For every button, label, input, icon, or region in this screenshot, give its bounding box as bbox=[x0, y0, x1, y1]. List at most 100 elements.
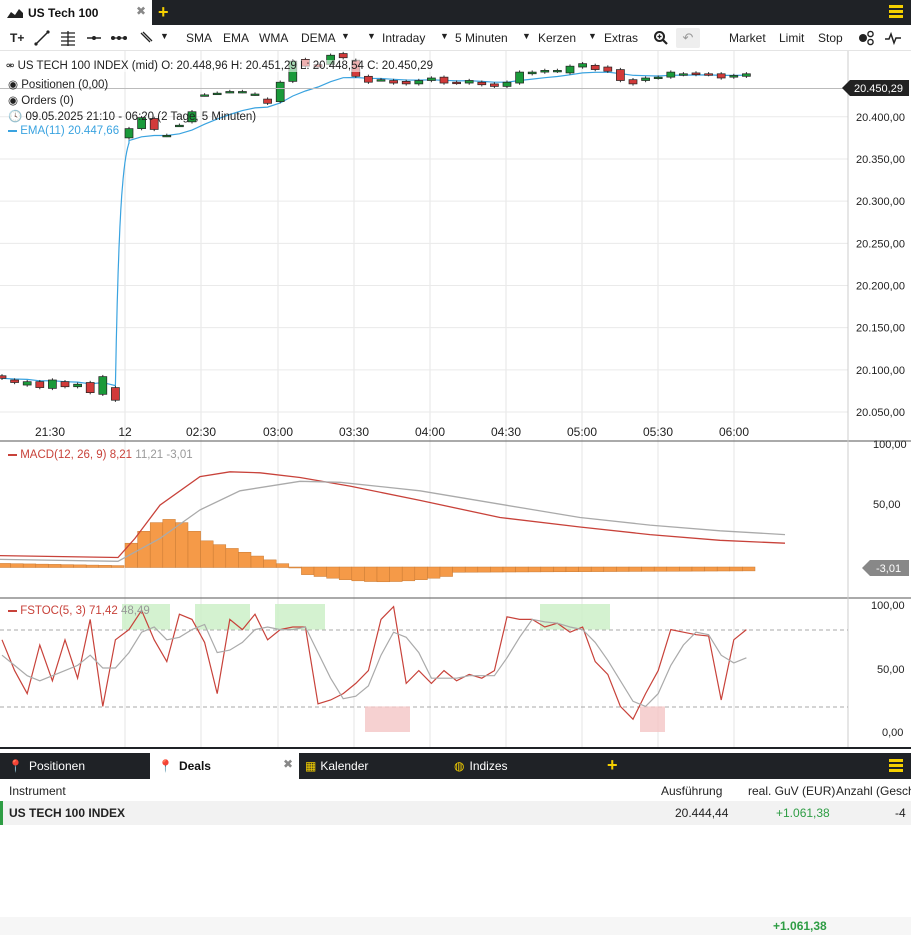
brush-tool-icon[interactable] bbox=[138, 30, 154, 46]
macd-bar bbox=[464, 566, 479, 573]
calendar-icon: ▦ bbox=[305, 759, 317, 773]
chevron-down-icon[interactable]: ▼ bbox=[588, 31, 597, 41]
add-tab-icon[interactable]: + bbox=[607, 755, 618, 775]
macd-bar bbox=[250, 555, 264, 568]
orders-toggle[interactable]: ◉ Orders (0) bbox=[8, 93, 74, 107]
period-type-select[interactable]: Intraday bbox=[382, 31, 426, 45]
macd-bar bbox=[490, 566, 504, 573]
price-axis-label: 20.150,00 bbox=[856, 323, 905, 335]
fib-tool-icon[interactable] bbox=[60, 30, 76, 46]
candle-body bbox=[691, 72, 701, 75]
candle-body bbox=[124, 128, 134, 139]
low-value: L: 20.448,54 bbox=[299, 60, 364, 72]
candle-body bbox=[616, 69, 625, 81]
add-tab-icon[interactable]: + bbox=[158, 2, 169, 22]
time-axis-label: 06:00 bbox=[719, 425, 749, 439]
text-tool-icon[interactable]: T+ bbox=[10, 31, 25, 45]
dots-tool-icon[interactable] bbox=[110, 30, 128, 46]
candle-body bbox=[452, 81, 461, 85]
tab-deals-label: Deals bbox=[178, 759, 211, 773]
macd-bar bbox=[60, 564, 74, 568]
candle-body bbox=[540, 70, 550, 73]
chart-area[interactable]: 20.450,29 20.400,00 20.350,00 20.300,00 20.… bbox=[0, 51, 911, 749]
row-ausfuehrung: 20.444,44 bbox=[675, 806, 729, 820]
tab-positionen[interactable]: 📍 Positionen bbox=[8, 753, 85, 779]
positions-toggle[interactable]: ◉ Positionen (0,00) bbox=[8, 77, 108, 91]
line-tool-icon[interactable] bbox=[34, 30, 50, 46]
macd-bar bbox=[414, 566, 428, 580]
candle-body bbox=[111, 387, 120, 401]
tab-indizes[interactable]: ◍ Indizes bbox=[454, 753, 508, 779]
table-row[interactable]: US TECH 100 INDEX 20.444,44 +1.061,38 -4 bbox=[0, 801, 911, 825]
col-anzahl[interactable]: Anzahl (Geschlossen) bbox=[836, 784, 911, 798]
fstoc-value-2: 48,49 bbox=[121, 605, 150, 617]
chevron-down-icon[interactable]: ▼ bbox=[440, 31, 449, 41]
candle-body bbox=[515, 71, 524, 84]
candle-body bbox=[275, 81, 285, 102]
macd-axis-100: 100,00 bbox=[873, 439, 907, 451]
indicator-wma-button[interactable]: WMA bbox=[259, 31, 289, 45]
col-instrument[interactable]: Instrument bbox=[9, 784, 66, 798]
tab-positionen-label: Positionen bbox=[28, 759, 85, 773]
indicator-ema-button[interactable]: EMA bbox=[223, 31, 250, 45]
candle-body bbox=[565, 65, 575, 74]
menu-icon[interactable] bbox=[889, 759, 903, 772]
candle-body bbox=[10, 379, 19, 383]
candle-body bbox=[175, 124, 184, 128]
settings-circles-icon[interactable] bbox=[858, 30, 876, 46]
order-stop-button[interactable]: Stop bbox=[818, 31, 843, 45]
overbought-zone bbox=[275, 604, 325, 630]
indicator-sma-button[interactable]: SMA bbox=[186, 31, 213, 45]
zoom-icon[interactable] bbox=[653, 30, 669, 46]
chevron-down-icon[interactable]: ▼ bbox=[522, 31, 531, 41]
order-market-button[interactable]: Market bbox=[729, 31, 766, 45]
row-guv: +1.061,38 bbox=[776, 806, 830, 820]
candle-body bbox=[73, 383, 82, 388]
chart-type-select[interactable]: Kerzen bbox=[538, 31, 577, 45]
indicator-dema-button[interactable]: DEMA bbox=[301, 31, 336, 45]
macd-bar bbox=[275, 563, 290, 568]
pulse-icon[interactable] bbox=[884, 30, 902, 46]
candle-body bbox=[553, 70, 562, 73]
candle-body bbox=[401, 81, 411, 85]
fstoc-legend[interactable]: FSTOC(5, 3) 71,42 48,49 bbox=[8, 605, 150, 617]
col-guv[interactable]: real. GuV (EUR) bbox=[748, 784, 836, 798]
close-icon[interactable]: ✖ bbox=[282, 757, 293, 771]
macd-bar bbox=[590, 566, 605, 572]
macd-bar bbox=[22, 563, 37, 568]
chart-svg[interactable]: 20.450,29 20.400,0020.350,0020.300,0020.… bbox=[0, 51, 911, 749]
chevron-down-icon[interactable]: ▼ bbox=[367, 31, 376, 41]
undo-icon[interactable]: ↶ bbox=[676, 28, 700, 48]
candle-body bbox=[439, 76, 449, 84]
close-value: C: 20.450,29 bbox=[367, 60, 433, 72]
macd-legend[interactable]: MACD(12, 26, 9) 8,21 11,21 -3,01 bbox=[8, 449, 193, 461]
macd-bar bbox=[691, 566, 705, 572]
order-limit-button[interactable]: Limit bbox=[779, 31, 805, 45]
tab-indizes-label: Indizes bbox=[469, 759, 508, 773]
macd-bar bbox=[553, 566, 567, 573]
chevron-down-icon[interactable]: ▼ bbox=[160, 31, 169, 41]
candle-body bbox=[704, 73, 713, 76]
globe-icon: ◍ bbox=[454, 759, 465, 773]
candle-body bbox=[490, 83, 499, 87]
candle-body bbox=[137, 117, 146, 129]
candle-body bbox=[679, 73, 688, 76]
close-icon[interactable]: ✖ bbox=[135, 4, 146, 18]
macd-bar bbox=[338, 566, 353, 580]
grid-lines bbox=[0, 51, 848, 747]
ema-legend[interactable]: EMA(11) 20.447,66 bbox=[8, 125, 119, 137]
col-ausfuehrung[interactable]: Ausführung bbox=[661, 784, 723, 798]
macd-bar bbox=[238, 551, 252, 568]
chevron-down-icon[interactable]: ▼ bbox=[341, 31, 350, 41]
menu-icon[interactable] bbox=[889, 5, 903, 18]
hline-tool-icon[interactable] bbox=[86, 30, 102, 46]
time-axis-label: 02:30 bbox=[186, 425, 216, 439]
extras-menu[interactable]: Extras bbox=[604, 31, 639, 45]
tab-us-tech-100[interactable]: US Tech 100 ✖ bbox=[0, 0, 152, 25]
row-anzahl: -4 bbox=[895, 806, 906, 820]
time-axis-label: 04:00 bbox=[415, 425, 445, 439]
tab-kalender[interactable]: ▦ Kalender bbox=[305, 753, 368, 779]
tab-deals[interactable]: 📍 Deals ✖ bbox=[150, 753, 299, 779]
time-axis-label: 12 bbox=[118, 425, 132, 439]
interval-select[interactable]: 5 Minuten bbox=[455, 31, 508, 45]
